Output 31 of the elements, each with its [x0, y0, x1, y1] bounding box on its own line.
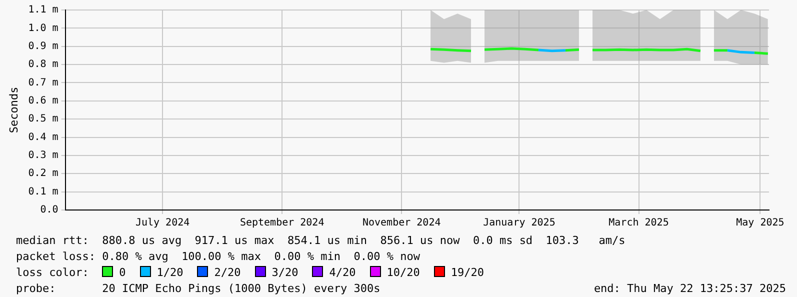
x-tick-label: March 2025	[608, 218, 669, 229]
x-tick-label: July 2024	[135, 218, 190, 229]
text: packet loss: 0.80 % avg 100.00 % max 0.00 % min 0.00 % now	[16, 249, 421, 265]
y-tick-label: 0.2 m	[28, 168, 58, 180]
x-tick-label: November 2024	[362, 218, 441, 229]
y-tick-label: 0.6 m	[28, 96, 58, 107]
y-tick-label: 0.3 m	[28, 150, 58, 162]
y-tick-label: 0.4 m	[28, 132, 58, 143]
text: probe: 20 ICMP Echo Pings (1000 Bytes) every 300s	[16, 282, 380, 295]
y-tick-label: 0.7 m	[28, 77, 58, 88]
y-axis-title: Seconds	[7, 86, 20, 134]
y-tick-label: 0.5 m	[28, 114, 58, 125]
y-tick-label: 0.0	[40, 204, 58, 216]
text: end: Thu May 22 13:25:37 2025	[594, 281, 786, 297]
y-tick-label: 0.1 m	[28, 186, 58, 198]
legend-label: 19/20	[450, 266, 484, 279]
text: median rtt: 880.8 us avg 917.1 us max 854.1 us min 856.1 us now 0.0 ms sd 103.3 am/s	[16, 233, 626, 249]
legend-label: 4/20	[329, 266, 356, 279]
legend-label: 0	[119, 266, 126, 279]
x-tick-label: September 2024	[240, 218, 324, 229]
y-tick-label: 1.0 m	[28, 22, 58, 34]
x-tick-label: May 2025	[736, 218, 784, 229]
legend-title: loss color:	[16, 266, 90, 279]
y-tick-label: 0.9 m	[28, 40, 58, 52]
legend-label: 2/20	[214, 266, 241, 279]
y-tick-label: 0.8 m	[28, 59, 58, 70]
legend-label: 3/20	[272, 266, 298, 279]
y-tick-label: 1.1 m	[28, 4, 58, 16]
x-tick-label: January 2025	[483, 218, 556, 229]
legend-label: 10/20	[386, 266, 420, 279]
legend-label: 1/20	[156, 266, 184, 279]
